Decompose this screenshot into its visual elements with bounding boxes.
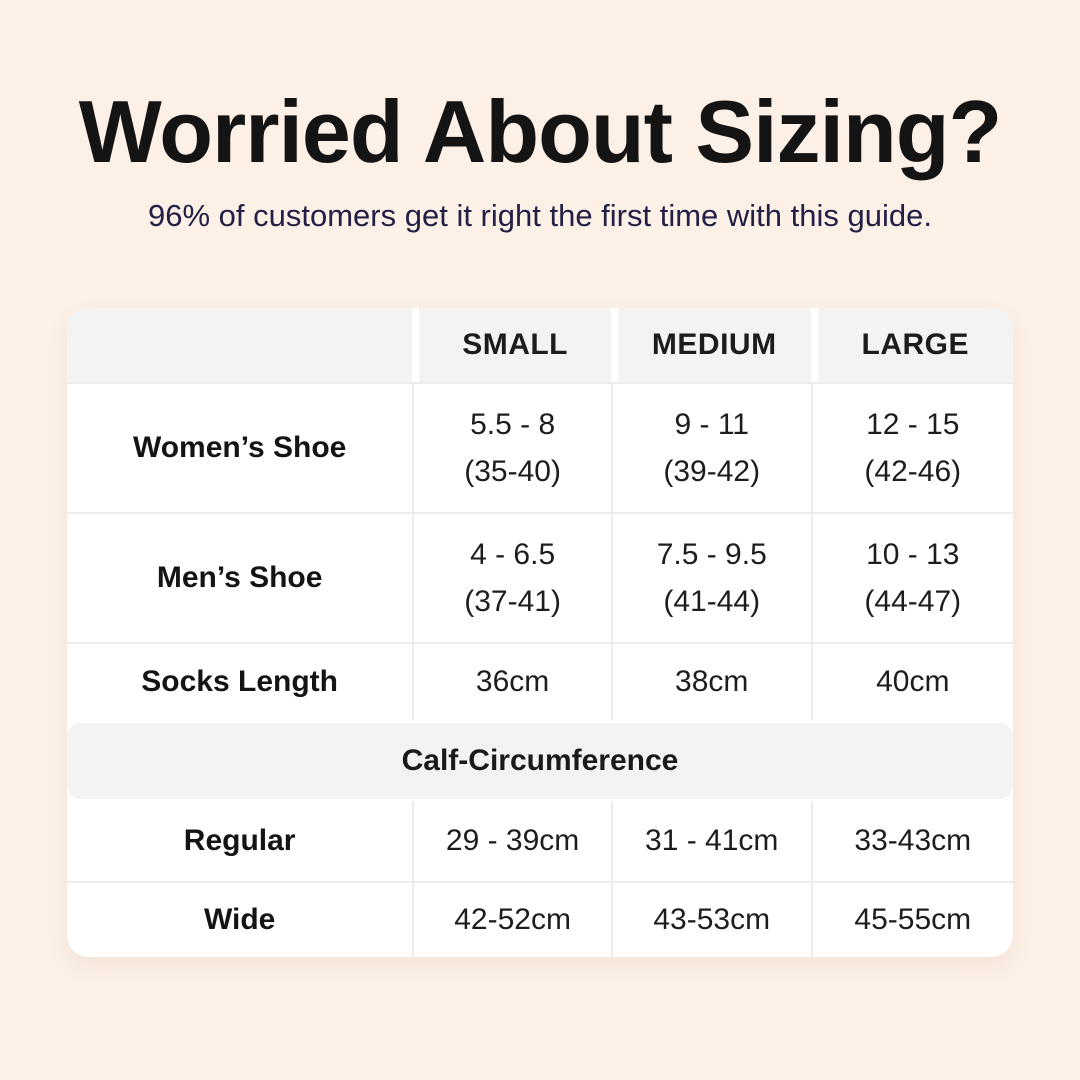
- size-cell: 4 - 6.5 (37-41): [412, 512, 611, 642]
- size-chart-table: SMALL MEDIUM LARGE Women’s Shoe 5.5 - 8 …: [67, 308, 1013, 957]
- size-cell: 29 - 39cm: [412, 801, 611, 881]
- size-value-line: 10 - 13: [866, 538, 960, 571]
- size-cell: 45-55cm: [810, 881, 1013, 957]
- size-value-line: (35-40): [464, 455, 561, 488]
- size-value-line: 4 - 6.5: [470, 538, 556, 571]
- size-cell: 10 - 13 (44-47): [810, 512, 1013, 642]
- page-title: Worried About Sizing?: [78, 82, 1002, 181]
- size-cell: 7.5 - 9.5 (41-44): [610, 512, 811, 642]
- size-cell: 12 - 15 (42-46): [810, 382, 1013, 512]
- row-label: Socks Length: [67, 642, 413, 720]
- calf-circumference-section-header: Calf-Circumference: [67, 723, 1013, 799]
- page-subtitle: 96% of customers get it right the first …: [148, 198, 932, 233]
- row-label: Wide: [67, 881, 413, 957]
- size-value-line: 7.5 - 9.5: [656, 538, 767, 571]
- size-cell: 31 - 41cm: [610, 801, 811, 881]
- row-regular-calf: Regular 29 - 39cm 31 - 41cm 33-43cm: [67, 801, 1013, 881]
- size-value-line: (42-46): [864, 455, 962, 488]
- size-cell: 5.5 - 8 (35-40): [412, 382, 611, 512]
- size-value-line: 12 - 15: [866, 408, 960, 441]
- size-cell: 40cm: [810, 642, 1013, 720]
- column-header-small: SMALL: [412, 308, 611, 382]
- size-cell: 42-52cm: [412, 881, 611, 957]
- size-value-line: (41-44): [663, 585, 761, 618]
- section-header-cell: Calf-Circumference: [67, 720, 1013, 801]
- row-socks-length: Socks Length 36cm 38cm 40cm: [67, 642, 1013, 720]
- row-mens-shoe: Men’s Shoe 4 - 6.5 (37-41) 7.5 - 9.5 (41…: [67, 512, 1013, 642]
- size-cell: 9 - 11 (39-42): [610, 382, 811, 512]
- size-cell: 38cm: [610, 642, 811, 720]
- column-header-blank: [67, 308, 413, 382]
- size-cell: 33-43cm: [810, 801, 1013, 881]
- column-header-medium: MEDIUM: [610, 308, 811, 382]
- section-header-row: Calf-Circumference: [67, 720, 1013, 801]
- row-label: Regular: [183, 824, 296, 857]
- row-wide-calf: Wide 42-52cm 43-53cm 45-55cm: [67, 881, 1013, 957]
- size-cell: 43-53cm: [610, 881, 811, 957]
- size-chart-card: SMALL MEDIUM LARGE Women’s Shoe 5.5 - 8 …: [67, 308, 1013, 957]
- size-value-line: (44-47): [864, 585, 962, 618]
- row-womens-shoe: Women’s Shoe 5.5 - 8 (35-40) 9 - 11 (39-…: [67, 382, 1013, 512]
- size-value-line: 5.5 - 8: [470, 408, 556, 441]
- size-cell: 36cm: [412, 642, 611, 720]
- column-header-large: LARGE: [810, 308, 1013, 382]
- size-value-line: 9 - 11: [674, 408, 749, 441]
- size-value-line: (39-42): [663, 455, 761, 488]
- row-label: Women’s Shoe: [67, 382, 413, 512]
- size-chart-header-row: SMALL MEDIUM LARGE: [67, 308, 1013, 382]
- size-value-line: (37-41): [464, 585, 561, 618]
- row-label: Men’s Shoe: [67, 512, 413, 642]
